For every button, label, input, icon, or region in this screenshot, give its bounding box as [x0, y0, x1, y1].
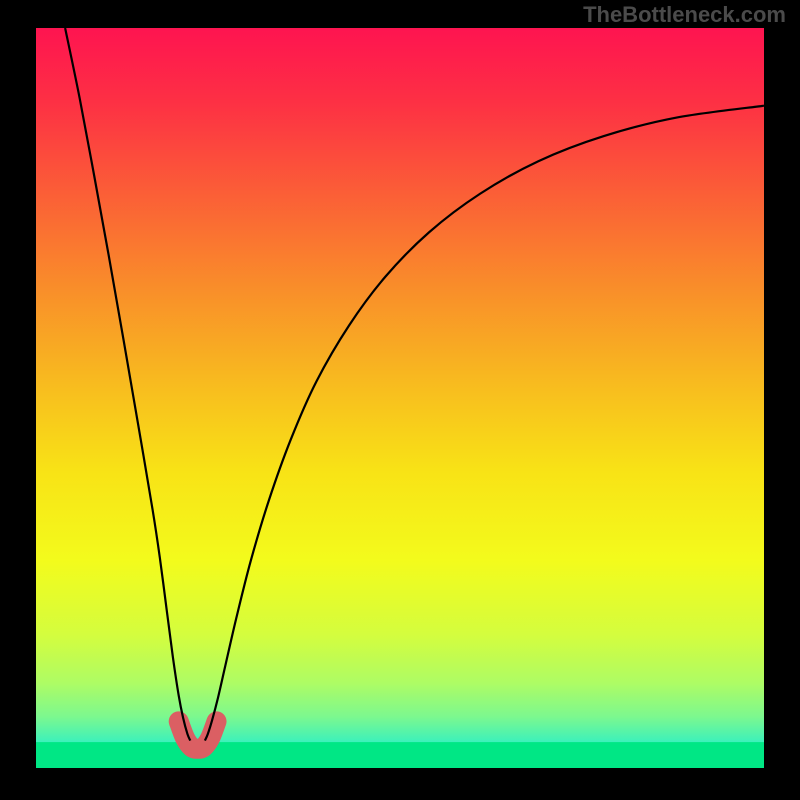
bottleneck-chart — [0, 0, 800, 800]
plot-background — [36, 28, 764, 768]
watermark-text: TheBottleneck.com — [583, 2, 786, 28]
plot-green-band — [36, 742, 764, 768]
